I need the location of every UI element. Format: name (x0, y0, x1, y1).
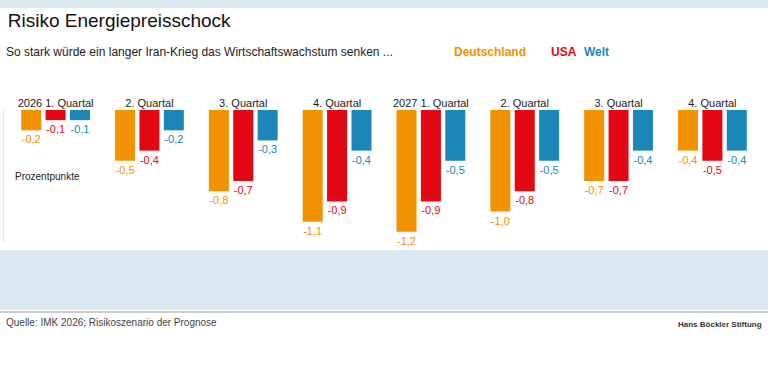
svg-text:-0,4: -0,4 (633, 154, 652, 166)
svg-text:2. Quartal: 2. Quartal (501, 97, 549, 109)
svg-text:-1,2: -1,2 (397, 235, 416, 247)
svg-text:-0,4: -0,4 (679, 154, 698, 166)
svg-text:-0,7: -0,7 (585, 184, 604, 196)
svg-text:-0,4: -0,4 (140, 154, 159, 166)
svg-text:2027 1. Quartal: 2027 1. Quartal (393, 97, 469, 109)
svg-text:-0,7: -0,7 (609, 184, 628, 196)
svg-text:2026 1. Quartal: 2026 1. Quartal (18, 97, 94, 109)
svg-text:-0,4: -0,4 (352, 154, 371, 166)
svg-text:-0,1: -0,1 (71, 123, 90, 135)
svg-text:-1,0: -1,0 (491, 215, 510, 227)
svg-text:-0,9: -0,9 (328, 204, 347, 216)
svg-text:-0,5: -0,5 (540, 164, 559, 176)
svg-text:3. Quartal: 3. Quartal (594, 97, 642, 109)
svg-text:-0,3: -0,3 (258, 143, 277, 155)
svg-text:-0,5: -0,5 (446, 164, 465, 176)
svg-text:-0,5: -0,5 (116, 164, 135, 176)
svg-text:-0,8: -0,8 (515, 194, 534, 206)
svg-text:Quelle: IMK 2026; Risikoszenar: Quelle: IMK 2026; Risikoszenario der Pro… (6, 317, 217, 328)
svg-text:2. Quartal: 2. Quartal (125, 97, 173, 109)
svg-text:-1,1: -1,1 (303, 225, 322, 237)
svg-text:3. Quartal: 3. Quartal (219, 97, 267, 109)
svg-text:-0,8: -0,8 (209, 194, 228, 206)
svg-text:Hans Böckler Stiftung: Hans Böckler Stiftung (678, 320, 762, 329)
svg-text:Risiko Energiepreisschock: Risiko Energiepreisschock (8, 10, 231, 31)
svg-text:So stark würde ein langer Iran: So stark würde ein langer Iran-Krieg das… (6, 45, 393, 59)
svg-text:-0,1: -0,1 (46, 123, 65, 135)
svg-text:-0,4: -0,4 (727, 154, 746, 166)
svg-text:-0,2: -0,2 (22, 133, 41, 145)
svg-text:Prozentpunkte: Prozentpunkte (15, 171, 80, 182)
svg-text:Deutschland: Deutschland (454, 45, 526, 59)
svg-text:4. Quartal: 4. Quartal (688, 97, 736, 109)
svg-text:Welt: Welt (584, 45, 609, 59)
svg-text:USA: USA (551, 45, 577, 59)
svg-text:-0,2: -0,2 (164, 133, 183, 145)
svg-text:4. Quartal: 4. Quartal (313, 97, 361, 109)
svg-text:-0,7: -0,7 (234, 184, 253, 196)
svg-text:-0,9: -0,9 (421, 204, 440, 216)
svg-text:-0,5: -0,5 (703, 164, 722, 176)
